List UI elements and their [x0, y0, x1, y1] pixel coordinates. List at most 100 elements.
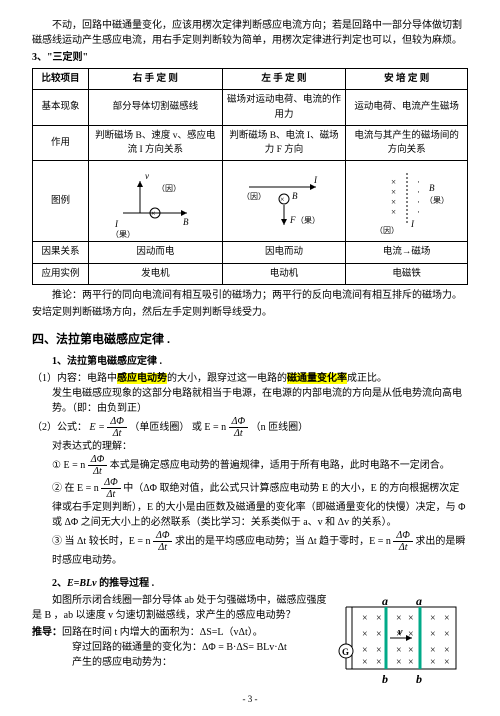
sub1-content-1: （1）内容：电路中感应电动势的大小，跟穿过这一电路的磁通量变化率成正比。	[32, 371, 468, 386]
svg-text:·: ·	[417, 207, 420, 217]
svg-text:×: ×	[362, 629, 368, 640]
svg-text:·: ·	[417, 187, 420, 197]
t: Δt	[107, 428, 126, 439]
svg-text:B: B	[429, 183, 435, 193]
svg-text:×: ×	[430, 613, 436, 624]
svg-text:b: b	[416, 672, 422, 685]
t: ② 在 E = n	[52, 483, 99, 494]
svg-text:×: ×	[430, 629, 436, 640]
conclusion-1: 推论：两平行的同向电流间有相互吸引的磁场力；两平行的反向电流间有相互排斥的磁场力…	[32, 288, 468, 303]
t: Δt	[393, 542, 412, 553]
svg-text:×: ×	[376, 613, 382, 624]
t: Δt	[229, 428, 248, 439]
svg-text:×: ×	[376, 629, 382, 640]
sub1-formula: （2）公式： E = ΔΦΔt （单匝线圈） 或 E = n ΔΦΔt （n 匝…	[32, 416, 468, 439]
t: ΔΦ	[153, 530, 172, 542]
svg-text:×: ×	[391, 177, 396, 187]
comparison-table: 比较项目 右 手 定 则 左 手 定 则 安 培 定 则 基本现象 部分导体切割…	[32, 68, 468, 285]
svg-text:（因）: （因）	[375, 226, 399, 235]
page-number: - 3 -	[32, 693, 468, 707]
sub1-understand: 对表达式的理解：	[32, 439, 468, 454]
diagram-right-hand: × v B （因） I （果）	[89, 161, 223, 242]
svg-text:I: I	[114, 219, 119, 229]
t: 的大小，跟穿过这一电路的	[167, 373, 287, 384]
row-cause-label: 因果关系	[33, 242, 89, 263]
t: E =	[90, 422, 108, 433]
row-effect-label: 作用	[33, 125, 89, 161]
sub1-title: 1、法拉第电磁感应定律 .	[32, 354, 468, 369]
cell-example-2: 电动机	[222, 263, 346, 284]
svg-text:a: a	[382, 594, 388, 608]
row-diagram-label: 图例	[33, 161, 89, 242]
circuit-figure: ×××××× ×××××× ×××××× ×××××× v G a a b b	[338, 593, 468, 685]
th-compare: 比较项目	[33, 69, 89, 90]
cell-effect-3: 电流与其产生的磁场间的方向关系	[346, 125, 468, 161]
diagram-ampere: ×· ×· ×· ×· B I （果） （因）	[346, 161, 468, 242]
cell-cause-2: 因电而动	[222, 242, 346, 263]
t: ΔΦ	[88, 454, 107, 466]
derivation-block: ×××××× ×××××× ×××××× ×××××× v G a a b b …	[32, 593, 468, 685]
th-right-hand: 右 手 定 则	[89, 69, 223, 90]
cell-effect-2: 判断磁场 B、电流 I、磁场力 F 方向	[222, 125, 346, 161]
t: ΔΦ	[107, 416, 126, 428]
svg-text:G: G	[342, 647, 349, 657]
t: Δt	[88, 466, 107, 477]
cell-example-1: 发电机	[89, 263, 223, 284]
sub1-content-2: 发生电磁感应现象的这部分电路就相当于电源，在电源的内部电流的方向是从低电势流向高…	[32, 386, 468, 416]
item-3: ③ 当 Δt 较长时，E = n ΔΦΔt 求出的是平均感应电动势；当 Δt 趋…	[32, 530, 468, 568]
highlight-emf: 感应电动势	[117, 373, 167, 384]
svg-text:I: I	[313, 175, 318, 185]
svg-text:×: ×	[408, 645, 414, 656]
t: 回路在时间 t 内增大的面积为：ΔS=L（vΔt）。	[62, 627, 263, 638]
intro-text-2: 3、"三定则"	[32, 50, 468, 65]
svg-text:（果）: （果）	[111, 230, 135, 239]
svg-text:I: I	[410, 219, 415, 229]
t: ① E = n	[52, 460, 85, 471]
item-2: ② 在 E = n ΔΦΔt 中（ΔΦ 取绝对值，此公式只计算感应电动势 E 的…	[32, 477, 468, 530]
conclusion-2: 安培定则判断磁场方向，然后左手定则判断导线受力。	[32, 305, 468, 320]
svg-text:×: ×	[376, 657, 382, 668]
item-1: ① E = n ΔΦΔt 本式是确定感应电动势的普遍规律，适用于所有电路，此时电…	[32, 454, 468, 477]
th-left-hand: 左 手 定 则	[222, 69, 346, 90]
svg-text:·: ·	[417, 197, 420, 207]
svg-text:v: v	[398, 627, 403, 638]
row-basic-label: 基本现象	[33, 90, 89, 126]
svg-text:（因）: （因）	[157, 184, 181, 193]
svg-text:×: ×	[396, 613, 402, 624]
derive-label: 推导：	[32, 627, 62, 638]
svg-text:（果）: （果）	[425, 196, 449, 205]
cell-example-3: 电磁铁	[346, 263, 468, 284]
svg-text:×: ×	[362, 657, 368, 668]
svg-text:×: ×	[362, 645, 368, 656]
t: Δt	[153, 542, 172, 553]
cell-cause-1: 因动而电	[89, 242, 223, 263]
t: ΔΦ	[101, 477, 120, 489]
svg-text:×: ×	[408, 613, 414, 624]
svg-text:（因）: （因）	[242, 192, 266, 201]
th-ampere: 安 培 定 则	[346, 69, 468, 90]
t: 本式是确定感应电动势的普遍规律，适用于所有电路，此时电路不一定闭合。	[110, 460, 450, 471]
svg-text:×: ×	[280, 195, 285, 204]
cell-basic-1: 部分导体切割磁感线	[89, 90, 223, 126]
t: （单匝线圈） 或 E = n	[129, 422, 226, 433]
t: Δt	[101, 489, 120, 500]
svg-text:·: ·	[417, 177, 420, 187]
highlight-flux-rate: 磁通量变化率	[287, 373, 347, 384]
subsection-3-title: 3、"三定则"	[32, 52, 88, 63]
cell-effect-1: 判断磁场 B、速度 v、感应电流 I 方向关系	[89, 125, 223, 161]
svg-text:F: F	[289, 215, 296, 225]
t: ΔΦ	[393, 530, 412, 542]
svg-text:×: ×	[444, 629, 450, 640]
t: 成正比。	[347, 373, 387, 384]
svg-text:×: ×	[391, 187, 396, 197]
svg-text:×: ×	[362, 613, 368, 624]
svg-text:×: ×	[376, 645, 382, 656]
t: （n 匝线圈）	[251, 422, 309, 433]
svg-text:×: ×	[444, 645, 450, 656]
t: ΔΦ	[229, 416, 248, 428]
diagram-left-hand: × I B F （因） （果）	[222, 161, 346, 242]
cell-basic-3: 运动电荷、电流产生磁场	[346, 90, 468, 126]
svg-text:×: ×	[396, 657, 402, 668]
t: 求出的是平均感应电动势；当 Δt 趋于零时，E = n	[175, 536, 391, 547]
svg-text:B: B	[292, 191, 298, 201]
